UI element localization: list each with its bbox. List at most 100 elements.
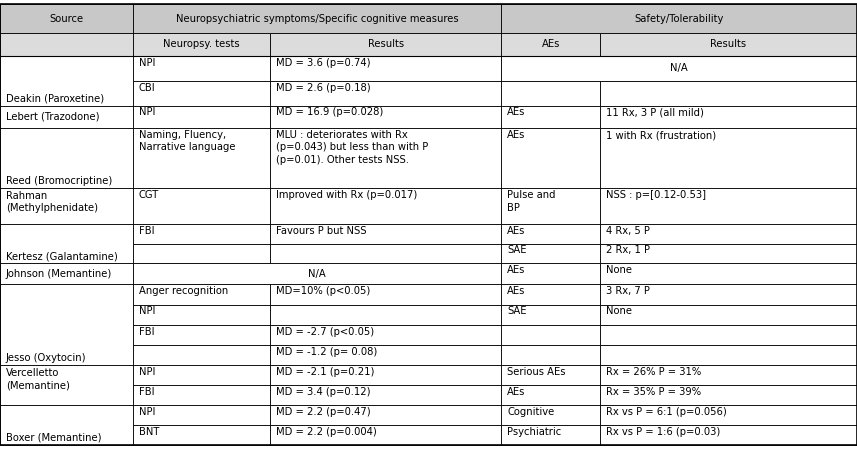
Text: 3 Rx, 7 P: 3 Rx, 7 P — [606, 286, 650, 296]
Bar — [600, 56, 857, 81]
Bar — [133, 81, 270, 106]
Bar — [270, 244, 501, 264]
Text: Rx vs P = 6:1 (p=0.056): Rx vs P = 6:1 (p=0.056) — [606, 407, 727, 417]
Bar — [133, 405, 270, 425]
Text: Lebert (Trazodone): Lebert (Trazodone) — [6, 112, 99, 122]
Bar — [270, 385, 501, 405]
Text: 11 Rx, 3 P (all mild): 11 Rx, 3 P (all mild) — [606, 107, 704, 118]
Bar — [133, 128, 270, 188]
Text: Boxer (Memantine): Boxer (Memantine) — [6, 432, 101, 442]
Bar — [270, 405, 501, 425]
Bar — [600, 106, 857, 128]
Text: FBI: FBI — [139, 327, 154, 337]
Bar — [501, 81, 600, 106]
Text: Rx = 26% P = 31%: Rx = 26% P = 31% — [606, 367, 701, 377]
Text: Kertesz (Galantamine): Kertesz (Galantamine) — [6, 251, 117, 261]
Text: AEs: AEs — [507, 286, 525, 296]
Text: MD = 2.6 (p=0.18): MD = 2.6 (p=0.18) — [276, 83, 370, 92]
Text: Improved with Rx (p=0.017): Improved with Rx (p=0.017) — [276, 190, 417, 200]
Bar — [600, 425, 857, 445]
Text: Neuropsy. tests: Neuropsy. tests — [163, 40, 240, 49]
Bar — [600, 365, 857, 385]
Bar — [501, 345, 600, 365]
Text: MD = 16.9 (p=0.028): MD = 16.9 (p=0.028) — [276, 107, 383, 118]
Bar — [501, 56, 600, 81]
Text: Johnson (Memantine): Johnson (Memantine) — [6, 269, 112, 279]
Bar — [270, 425, 501, 445]
Text: N/A: N/A — [309, 269, 326, 279]
Bar — [0, 128, 133, 188]
Text: Pulse and
BP: Pulse and BP — [507, 190, 556, 212]
Bar — [501, 305, 600, 325]
Bar — [501, 264, 600, 284]
Bar — [501, 365, 600, 385]
Text: NPI: NPI — [139, 367, 155, 377]
Text: BNT: BNT — [139, 427, 159, 436]
Text: MD = -2.7 (p<0.05): MD = -2.7 (p<0.05) — [276, 327, 374, 337]
Bar — [0, 106, 133, 128]
Bar — [270, 56, 501, 81]
Text: MD = -1.2 (p= 0.08): MD = -1.2 (p= 0.08) — [276, 347, 377, 357]
Bar — [133, 33, 270, 56]
Bar — [133, 345, 270, 365]
Text: N/A: N/A — [670, 63, 688, 73]
Text: Rx = 35% P = 39%: Rx = 35% P = 39% — [606, 387, 701, 397]
Text: CGT: CGT — [139, 190, 159, 200]
Bar — [133, 106, 270, 128]
Bar — [133, 425, 270, 445]
Bar — [501, 106, 600, 128]
Text: AEs: AEs — [507, 265, 525, 275]
Bar — [600, 81, 857, 106]
Text: MD = -2.1 (p=0.21): MD = -2.1 (p=0.21) — [276, 367, 375, 377]
Bar — [0, 224, 133, 264]
Text: FBI: FBI — [139, 387, 154, 397]
Bar — [600, 345, 857, 365]
Bar — [501, 325, 600, 345]
Text: SAE: SAE — [507, 246, 527, 255]
Bar — [0, 365, 133, 405]
Text: Psychiatric: Psychiatric — [507, 427, 561, 436]
Bar — [270, 128, 501, 188]
Bar — [600, 264, 857, 284]
Text: Naming, Fluency,
Narrative language: Naming, Fluency, Narrative language — [139, 130, 236, 152]
Text: AEs: AEs — [507, 226, 525, 236]
Bar — [133, 264, 270, 284]
Bar — [270, 365, 501, 385]
Text: Vercelletto
(Memantine): Vercelletto (Memantine) — [6, 368, 70, 390]
Bar — [501, 33, 600, 56]
Bar — [600, 405, 857, 425]
Bar — [501, 128, 600, 188]
Bar — [133, 284, 270, 305]
Bar — [133, 264, 501, 284]
Bar — [133, 244, 270, 264]
Bar — [133, 365, 270, 385]
Text: NSS : p=[0.12-0.53]: NSS : p=[0.12-0.53] — [606, 190, 706, 200]
Bar — [133, 385, 270, 405]
Bar — [270, 325, 501, 345]
Bar — [0, 4, 133, 33]
Bar — [0, 33, 133, 56]
Text: AEs: AEs — [542, 40, 560, 49]
Bar — [270, 345, 501, 365]
Text: AEs: AEs — [507, 387, 525, 397]
Text: CBI: CBI — [139, 83, 155, 92]
Text: None: None — [606, 307, 632, 317]
Bar — [270, 188, 501, 224]
Bar — [501, 224, 600, 244]
Bar — [0, 264, 133, 284]
Text: 1 with Rx (frustration): 1 with Rx (frustration) — [606, 130, 716, 140]
Text: MD = 3.4 (p=0.12): MD = 3.4 (p=0.12) — [276, 387, 370, 397]
Text: NPI: NPI — [139, 307, 155, 317]
Bar — [600, 188, 857, 224]
Bar — [133, 188, 270, 224]
Bar — [0, 56, 133, 106]
Text: Neuropsychiatric symptoms/Specific cognitive measures: Neuropsychiatric symptoms/Specific cogni… — [176, 14, 458, 24]
Bar — [600, 385, 857, 405]
Bar — [133, 56, 270, 81]
Bar — [133, 224, 270, 244]
Bar — [0, 284, 133, 365]
Text: Favours P but NSS: Favours P but NSS — [276, 226, 367, 236]
Bar — [0, 188, 133, 224]
Bar — [501, 425, 600, 445]
Bar — [133, 305, 270, 325]
